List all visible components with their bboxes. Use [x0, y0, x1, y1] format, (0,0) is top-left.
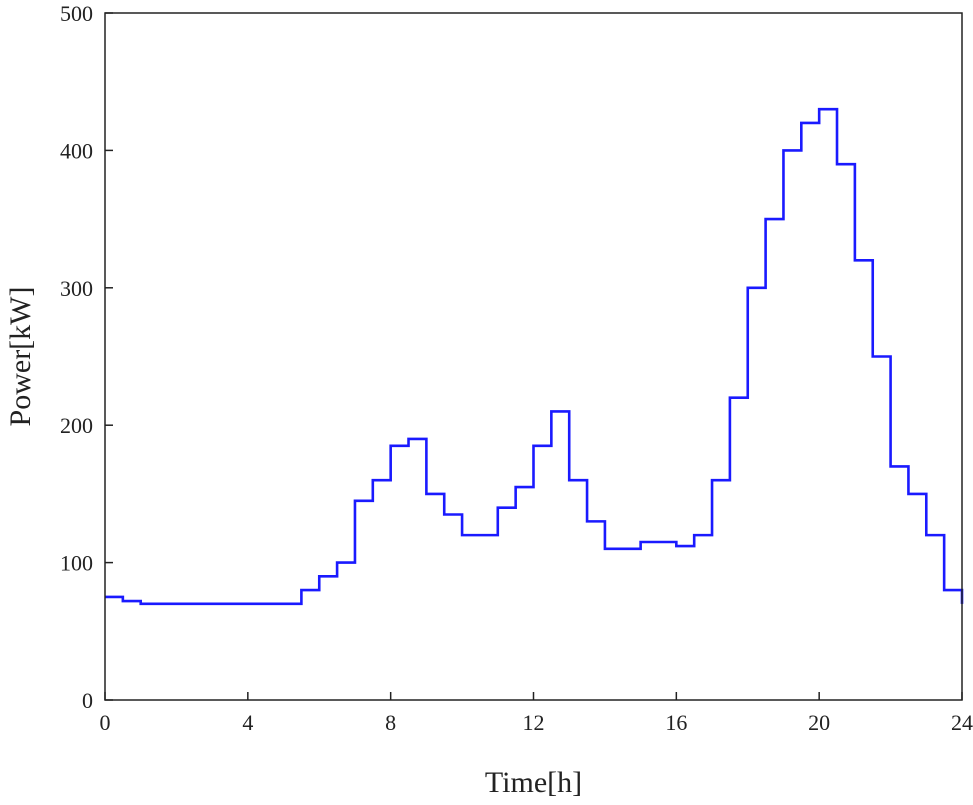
y-axis: 0 100 200 300 400 500	[60, 1, 113, 713]
power-series-line	[105, 107, 964, 606]
y-tick-label: 400	[60, 138, 93, 163]
y-axis-label: Power[kW]	[4, 287, 37, 427]
x-axis-label: Time[h]	[485, 766, 582, 799]
plot-area	[105, 107, 964, 606]
plot-frame	[104, 12, 963, 701]
y-tick-label: 200	[60, 413, 93, 438]
x-tick-label: 8	[385, 710, 396, 735]
y-tick-label: 300	[60, 276, 93, 301]
y-tick-label: 0	[82, 688, 93, 713]
x-tick-label: 0	[100, 710, 111, 735]
x-tick-label: 4	[242, 710, 253, 735]
y-tick-label: 100	[60, 551, 93, 576]
x-tick-label: 12	[523, 710, 545, 735]
x-tick-label: 16	[665, 710, 687, 735]
x-axis: 0 4 8 12 16 20 24	[100, 692, 973, 735]
x-tick-label: 20	[808, 710, 830, 735]
y-tick-label: 500	[60, 1, 93, 26]
x-tick-label: 24	[951, 710, 973, 735]
